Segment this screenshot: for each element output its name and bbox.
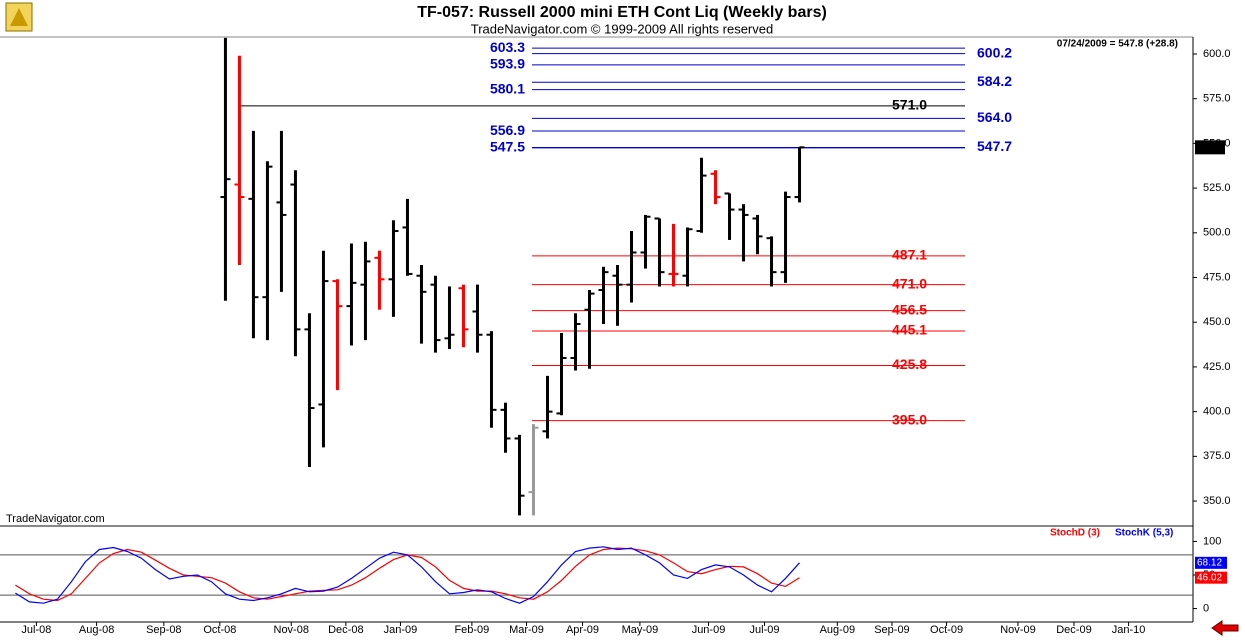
last-info: 07/24/2009 = 547.8 (+28.8) xyxy=(1057,39,1178,50)
level-label: 571.0 xyxy=(892,97,927,113)
x-tick-label: Sep-09 xyxy=(874,624,909,636)
x-tick-label: Mar-09 xyxy=(509,624,544,636)
x-tick-label: Jan-10 xyxy=(1112,624,1146,636)
level-label: 564.0 xyxy=(977,109,1012,125)
watermark: TradeNavigator.com xyxy=(6,513,105,525)
y-tick-label: 0 xyxy=(1203,602,1209,614)
chart-subtitle: TradeNavigator.com © 1999-2009 All right… xyxy=(471,21,773,36)
last-value-tag xyxy=(1195,556,1227,569)
x-tick-label: Feb-09 xyxy=(454,624,489,636)
x-tick-label: Sep-08 xyxy=(146,624,181,636)
y-tick-label: 375.0 xyxy=(1203,450,1231,462)
y-tick-label: 350.0 xyxy=(1203,495,1231,507)
y-tick-label: 600.0 xyxy=(1203,48,1231,60)
level-label: 395.0 xyxy=(892,411,927,427)
x-tick-label: Nov-09 xyxy=(1000,624,1035,636)
chart-title: TF-057: Russell 2000 mini ETH Cont Liq (… xyxy=(417,4,827,21)
last-value-label: 46.02 xyxy=(1197,572,1222,583)
level-label: 547.5 xyxy=(490,139,525,155)
x-tick-label: Oct-08 xyxy=(203,624,236,636)
level-label: 487.1 xyxy=(892,247,927,263)
x-tick-label: Nov-08 xyxy=(274,624,309,636)
level-label: 584.2 xyxy=(977,73,1012,89)
level-label: 603.3 xyxy=(490,39,525,55)
x-tick-label: Oct-09 xyxy=(930,624,963,636)
x-tick-label: Jun-09 xyxy=(692,624,726,636)
y-tick-label: 575.0 xyxy=(1203,93,1231,105)
x-tick-label: Dec-08 xyxy=(328,624,363,636)
x-tick-label: May-09 xyxy=(622,624,659,636)
logo xyxy=(5,2,33,32)
level-label: 547.7 xyxy=(977,138,1012,154)
stoch-line xyxy=(15,546,800,604)
y-tick-label: 450.0 xyxy=(1203,316,1231,328)
x-tick-label: Jul-08 xyxy=(21,624,51,636)
x-tick-label: Dec-09 xyxy=(1056,624,1091,636)
x-tick-label: Aug-09 xyxy=(820,624,855,636)
x-tick-label: Jan-09 xyxy=(384,624,418,636)
x-tick-label: Apr-09 xyxy=(566,624,599,636)
legend-entry: StochD (3) xyxy=(1050,528,1100,539)
last-price-label: 547.8 xyxy=(1197,141,1225,153)
legend-entry: StochK (5,3) xyxy=(1115,528,1173,539)
level-label: 456.5 xyxy=(892,301,927,317)
logo-mark xyxy=(10,8,28,26)
last-value-label: 68.12 xyxy=(1197,557,1222,568)
x-tick-label: Aug-08 xyxy=(79,624,114,636)
last-value-tag xyxy=(1195,571,1227,584)
y-tick-label: 100 xyxy=(1203,535,1221,547)
y-tick-label: 500.0 xyxy=(1203,227,1231,239)
y-tick-label: 400.0 xyxy=(1203,406,1231,418)
x-tick-label: Jul-09 xyxy=(750,624,780,636)
level-label: 600.2 xyxy=(977,44,1012,60)
level-label: 593.9 xyxy=(490,56,525,72)
level-label: 425.8 xyxy=(892,356,927,372)
level-label: 445.1 xyxy=(892,322,927,338)
y-tick-label: 425.0 xyxy=(1203,361,1231,373)
y-tick-label: 475.0 xyxy=(1203,271,1231,283)
last-price-tag xyxy=(1195,140,1225,155)
level-label: 580.1 xyxy=(490,80,525,96)
scroll-arrow[interactable] xyxy=(1211,620,1239,636)
y-tick-label: 525.0 xyxy=(1203,182,1231,194)
level-label: 471.0 xyxy=(892,275,927,291)
level-label: 556.9 xyxy=(490,122,525,138)
